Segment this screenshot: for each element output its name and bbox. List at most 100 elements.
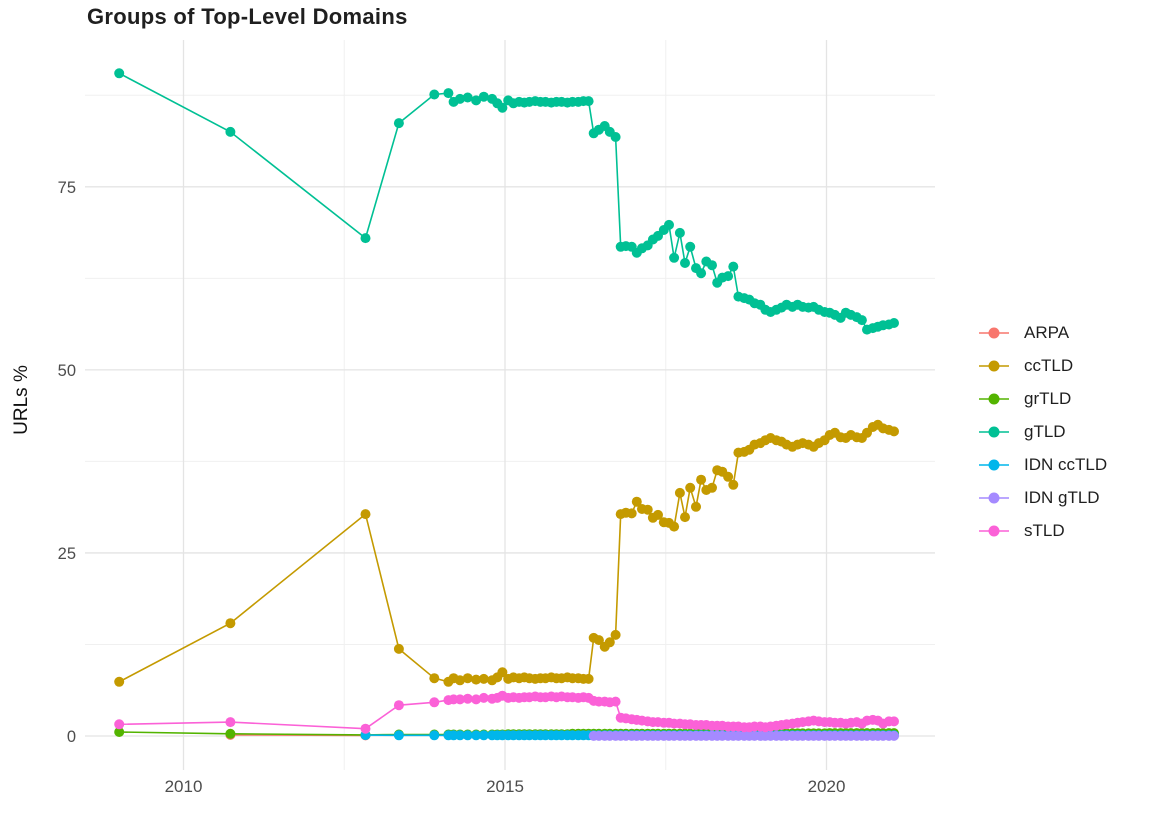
data-point-IDN-ccTLD [478,730,489,741]
legend-key-icon [979,525,1009,536]
legend-label: ARPA [1024,322,1070,342]
data-point-ccTLD [674,487,685,498]
data-point-IDN-ccTLD [471,730,482,741]
data-point-IDN-gTLD [889,730,899,741]
data-point-IDN-ccTLD [393,730,404,741]
data-point-sTLD [429,697,440,708]
data-point-ccTLD [653,509,663,520]
y-tick-label: 0 [67,728,76,746]
data-point-ccTLD [471,674,482,685]
legend-key-icon [979,492,1009,503]
data-point-ccTLD [685,482,696,493]
data-point-grTLD [225,728,236,739]
legend-item-IDN-gTLD: IDN gTLD [978,487,1107,508]
data-point-gTLD [429,89,440,100]
data-point-grTLD [114,727,125,737]
data-point-ccTLD [360,509,371,520]
data-point-ccTLD [114,676,125,687]
data-point-sTLD [393,700,404,711]
data-point-ccTLD [593,635,604,646]
data-point-gTLD [674,227,685,238]
data-point-gTLD [114,68,125,79]
data-point-gTLD [685,241,696,252]
data-point-sTLD [610,696,621,707]
data-point-gTLD [393,118,404,129]
data-point-ccTLD [889,426,899,437]
data-point-gTLD [669,252,680,263]
legend-item-grTLD: grTLD [978,388,1107,409]
data-point-gTLD [225,126,236,137]
legend-label: ccTLD [1024,355,1074,375]
legend-label: gTLD [1024,421,1066,441]
data-point-ccTLD [691,501,701,512]
data-point-gTLD [723,271,734,282]
legend-key-icon [979,459,1009,470]
data-point-ccTLD [497,667,508,678]
data-point-ccTLD [707,482,717,493]
data-point-ccTLD [642,504,653,515]
legend-label: sTLD [1024,520,1065,540]
x-tick-label: 2010 [165,777,203,796]
data-point-gTLD [583,96,594,107]
data-point-sTLD [471,694,482,705]
x-tick-label: 2015 [486,777,524,796]
data-point-sTLD [225,717,236,728]
data-point-ccTLD [455,675,465,686]
data-point-sTLD [478,692,489,703]
data-point-ccTLD [604,637,615,648]
legend-key-icon [979,393,1009,404]
legend: ARPA ccTLD grTLD gTLD IDN ccTLD IDN gTLD sTLD [978,322,1107,541]
series-line-gTLD [118,72,895,331]
data-point-gTLD [478,91,489,102]
data-point-sTLD [462,693,473,704]
x-tick-label: 2020 [808,777,846,796]
legend-item-gTLD: gTLD [978,421,1107,442]
data-point-IDN-ccTLD [455,730,465,741]
data-point-gTLD [664,219,674,230]
legend-label: IDN ccTLD [1024,454,1108,474]
data-point-ccTLD [626,508,637,519]
y-tick-label: 25 [58,545,76,563]
data-point-gTLD [728,261,739,272]
legend-label: IDN gTLD [1024,487,1100,507]
legend-item-IDN-ccTLD: IDN ccTLD [978,454,1107,475]
data-point-ccTLD [393,643,404,654]
data-point-ccTLD [696,474,707,485]
data-point-gTLD [610,132,621,142]
legend-item-sTLD: sTLD [978,520,1107,541]
data-point-gTLD [707,260,717,271]
data-point-ccTLD [631,496,642,507]
data-point-ccTLD [723,471,734,482]
data-point-gTLD [360,233,371,244]
data-point-gTLD [462,92,473,103]
chart-title: Groups of Top-Level Domains [87,4,408,29]
data-point-ccTLD [680,512,690,523]
data-point-ccTLD [669,521,680,532]
data-point-ccTLD [610,629,621,640]
y-tick-label: 75 [58,179,76,197]
data-point-IDN-ccTLD [462,730,473,741]
data-point-ccTLD [478,673,489,684]
legend-label: grTLD [1024,388,1072,408]
data-point-ccTLD [429,673,440,684]
data-point-sTLD [889,716,899,727]
data-point-gTLD [680,258,690,268]
data-point-ccTLD [583,673,594,684]
data-point-gTLD [497,102,508,113]
data-point-IDN-ccTLD [429,730,440,741]
legend-key-icon [979,426,1009,437]
data-point-ccTLD [225,618,236,629]
data-point-gTLD [856,315,867,326]
legend-item-ccTLD: ccTLD [978,355,1107,376]
data-point-gTLD [443,88,454,99]
data-point-ccTLD [462,673,473,684]
data-point-sTLD [455,694,465,705]
legend-key-icon [979,327,1009,338]
y-tick-label: 50 [58,362,76,380]
data-point-ccTLD [728,479,739,490]
data-point-gTLD [696,268,707,279]
data-point-sTLD [360,723,371,734]
data-point-gTLD [455,93,465,104]
data-point-sTLD [114,719,125,730]
